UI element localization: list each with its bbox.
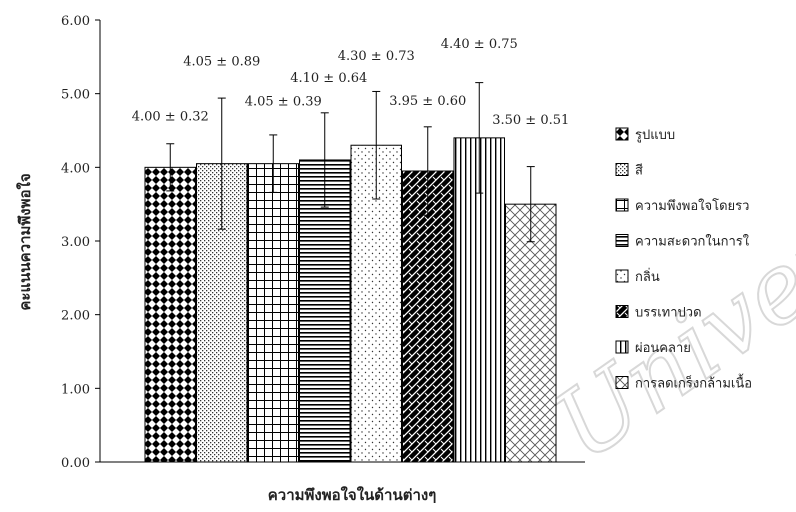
y-tick-label: 0.00	[61, 456, 90, 471]
legend-swatch	[615, 376, 629, 389]
y-axis-title: คะแนนความพึงพอใจ	[16, 173, 34, 310]
legend-label: ผ่อนคลาย	[635, 341, 691, 356]
y-tick-label: 5.00	[61, 88, 90, 103]
data-label: 4.10 ± 0.64	[290, 71, 367, 86]
data-label: 3.50 ± 0.51	[492, 113, 569, 128]
bar	[505, 203, 557, 463]
legend-swatch	[615, 340, 629, 354]
legend-label: รูปแบบ	[635, 128, 675, 143]
data-label: 4.05 ± 0.89	[183, 55, 260, 70]
x-axis-title: ความพึงพอใจในด้านต่างๆ	[268, 486, 437, 504]
watermark: University	[534, 101, 796, 482]
data-label: 4.30 ± 0.73	[338, 49, 415, 64]
y-tick-label: 3.00	[61, 235, 90, 250]
data-label: 4.05 ± 0.39	[245, 95, 322, 110]
bar	[402, 170, 454, 463]
error-bars	[166, 82, 535, 243]
legend-label: กลิ่น	[635, 268, 660, 285]
y-tick-label: 6.00	[61, 14, 90, 29]
data-label: 4.40 ± 0.75	[441, 37, 518, 52]
legend-swatch	[615, 305, 629, 318]
legend-swatch	[615, 269, 629, 283]
data-labels: 4.00 ± 0.32 4.05 ± 0.89 4.05 ± 0.39 4.10 ± …	[132, 37, 570, 128]
legend: รูปแบบสีความพึงพอใจโดยรวความสะดวกในการใก…	[615, 127, 752, 392]
legend-swatch	[615, 163, 629, 176]
bar	[144, 166, 196, 463]
legend-swatch	[615, 127, 629, 141]
legend-label: บรรเทาปวด	[635, 306, 702, 321]
y-tick-label: 2.00	[61, 309, 90, 324]
legend-label: ความพึงพอใจโดยรว	[635, 198, 749, 214]
data-label: 3.95 ± 0.60	[389, 94, 466, 109]
legend-swatch	[615, 234, 629, 247]
y-tick-label: 4.00	[61, 161, 90, 176]
data-label: 4.00 ± 0.32	[132, 109, 209, 124]
legend-swatch	[615, 198, 629, 212]
legend-label: การลดเกร็งกล้ามเนื้อ	[635, 374, 752, 392]
legend-label: ความสะดวกในการใ	[635, 234, 749, 250]
bars	[144, 137, 557, 463]
y-tick-label: 1.00	[61, 382, 90, 397]
bar	[247, 163, 299, 463]
legend-label: สี	[635, 163, 643, 179]
